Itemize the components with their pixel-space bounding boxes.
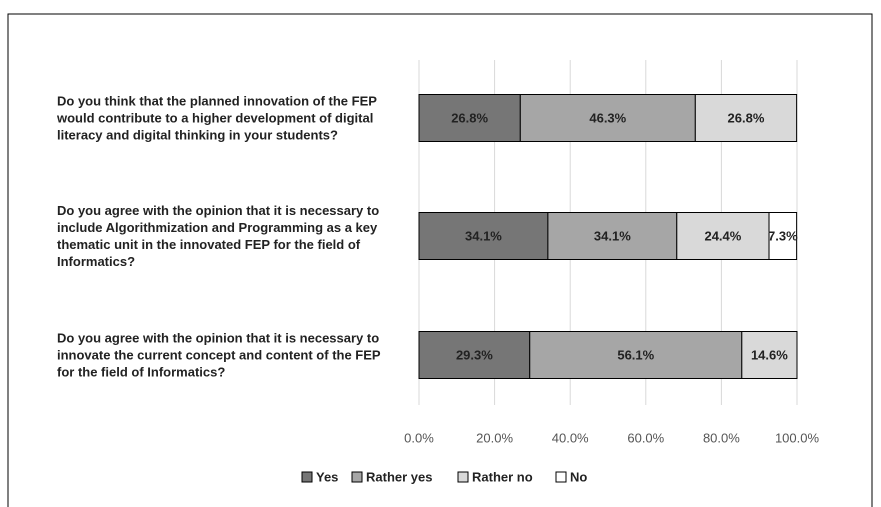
- x-tick-label: 40.0%: [552, 430, 589, 445]
- frame: [7, 13, 873, 507]
- legend-label: No: [570, 469, 587, 484]
- bar-segment: [694, 94, 798, 142]
- value-label: 34.1%: [465, 228, 502, 243]
- x-tick-label: 60.0%: [627, 430, 664, 445]
- legend-label: Yes: [316, 469, 338, 484]
- legend-swatch: [555, 471, 567, 483]
- bar-segment: [418, 331, 531, 379]
- legend-swatch: [351, 471, 363, 483]
- bar-segment: [418, 94, 521, 142]
- value-label: 14.6%: [751, 347, 788, 362]
- bar-segment: [768, 212, 798, 260]
- x-tick-label: 80.0%: [703, 430, 740, 445]
- legend-label: Rather no: [472, 469, 533, 484]
- value-label: 26.8%: [451, 110, 488, 125]
- legend-label: Rather yes: [366, 469, 432, 484]
- x-tick-label: 20.0%: [476, 430, 513, 445]
- value-label: 7.3%: [768, 228, 798, 243]
- value-label: 34.1%: [594, 228, 631, 243]
- value-label: 29.3%: [456, 347, 493, 362]
- category-label: Do you agree with the opinion that it is…: [57, 203, 380, 269]
- x-tick-label: 0.0%: [404, 430, 434, 445]
- bar-segment: [741, 331, 798, 379]
- bar-segment: [418, 212, 549, 260]
- value-label: 46.3%: [589, 110, 626, 125]
- value-label: 56.1%: [617, 347, 654, 362]
- bar-segment: [519, 94, 696, 142]
- category-label: Do you agree with the opinion that it is…: [57, 330, 381, 380]
- category-label: Do you think that the planned innovation…: [57, 93, 377, 143]
- bar-segment: [547, 212, 678, 260]
- x-tick-label: 100.0%: [775, 430, 820, 445]
- bar-segment: [529, 331, 743, 379]
- value-label: 24.4%: [704, 228, 741, 243]
- value-label: 26.8%: [728, 110, 765, 125]
- legend-swatch: [457, 471, 469, 483]
- legend-swatch: [301, 471, 313, 483]
